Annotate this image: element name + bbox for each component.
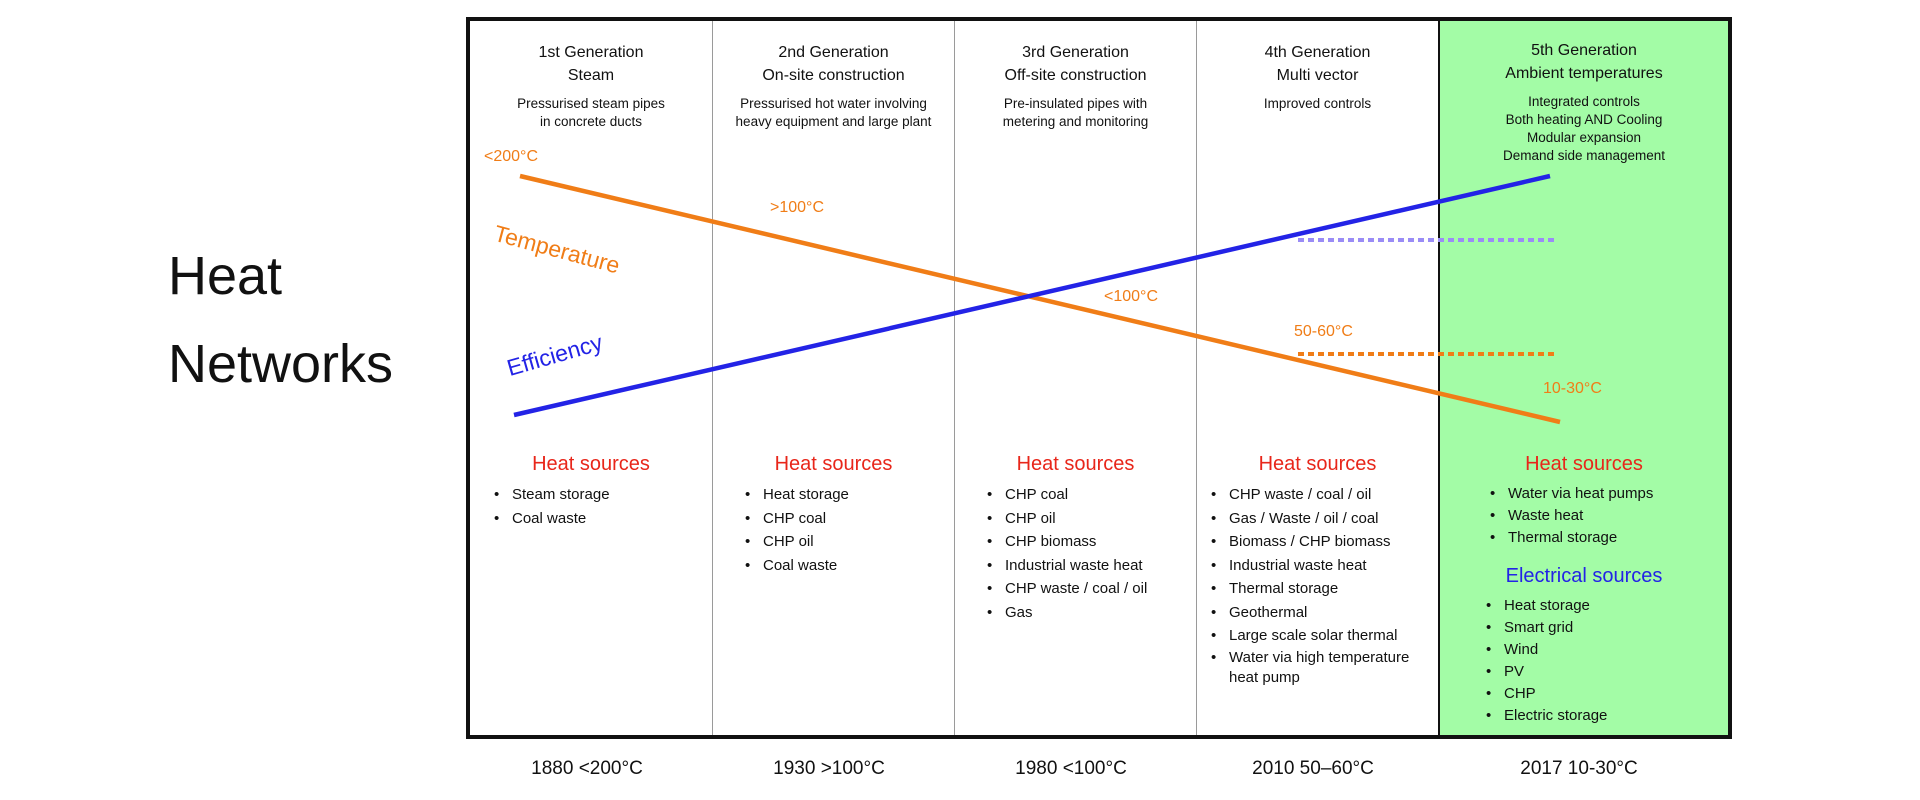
generation-header: 2nd Generation On-site construction Pres… (713, 41, 954, 131)
generation-column-3: 3rd Generation Off-site construction Pre… (954, 21, 1196, 735)
list-item: Coal waste (743, 554, 954, 578)
generation-subtitle: Off-site construction (1004, 67, 1147, 84)
list-item: Biomass / CHP biomass (1209, 530, 1438, 554)
heat-sources-heading: Heat sources (1258, 453, 1377, 475)
list-item: Smart grid (1484, 617, 1728, 639)
heat-sources-list: CHP waste / coal / oil Gas / Waste / oil… (1209, 483, 1438, 688)
temperature-label-3: <100°C (1104, 288, 1158, 305)
description-line: Integrated controls (1528, 94, 1640, 109)
temperature-label-2: >100°C (770, 199, 824, 216)
description-line: Improved controls (1263, 96, 1372, 111)
year-label: 2010 50–60°C (1252, 758, 1374, 779)
description-line: Pre-insulated pipes with (1003, 96, 1148, 111)
generation-subtitle: On-site construction (762, 67, 905, 84)
heat-sources-list: Heat storage CHP coal CHP oil Coal waste (743, 483, 954, 577)
list-item: Steam storage (492, 483, 712, 507)
generation-description: Pressurised hot water involving heavy eq… (713, 95, 954, 131)
list-item: CHP waste / coal / oil (985, 577, 1196, 601)
list-item: Waste heat (1488, 505, 1728, 527)
description-line: heavy equipment and large plant (735, 114, 932, 129)
year-label: 1930 >100°C (773, 758, 885, 779)
heat-sources-heading: Heat sources (774, 453, 893, 475)
list-item: Water via high temperature heat pump (1209, 648, 1429, 688)
temperature-label-5: 10-30°C (1543, 380, 1602, 397)
list-item: Thermal storage (1488, 527, 1728, 549)
generation-description: Pre-insulated pipes with metering and mo… (955, 95, 1196, 131)
list-item: Wind (1484, 639, 1728, 661)
generation-subtitle: Steam (567, 67, 615, 84)
heat-sources: Heat sources Steam storage Coal waste (470, 451, 712, 530)
description-line: in concrete ducts (539, 114, 643, 129)
title-line-2: Networks (168, 334, 394, 394)
year-label: 1980 <100°C (1015, 758, 1127, 779)
electrical-sources-list: Heat storage Smart grid Wind PV CHP Elec… (1484, 595, 1728, 727)
generation-column-2: 2nd Generation On-site construction Pres… (712, 21, 954, 735)
description-line: Modular expansion (1526, 130, 1642, 145)
list-item: Gas (985, 601, 1196, 625)
heat-sources-list: Steam storage Coal waste (492, 483, 712, 530)
page-title: Heat Networks (168, 232, 393, 408)
list-item: CHP oil (985, 507, 1196, 531)
generation-header: 3rd Generation Off-site construction Pre… (955, 41, 1196, 131)
generation-header: 4th Generation Multi vector Improved con… (1197, 41, 1438, 113)
heat-sources-list: CHP coal CHP oil CHP biomass Industrial … (985, 483, 1196, 624)
list-item: Heat storage (1484, 595, 1728, 617)
generation-description: Pressurised steam pipes in concrete duct… (470, 95, 712, 131)
heat-sources: Heat sources CHP waste / coal / oil Gas … (1197, 451, 1438, 688)
generations-diagram: 1st Generation Steam Pressurised steam p… (466, 17, 1732, 739)
list-item: CHP (1484, 683, 1728, 705)
list-item: Gas / Waste / oil / coal (1209, 507, 1438, 531)
description-line: Demand side management (1502, 148, 1666, 163)
heat-sources: Heat sources Heat storage CHP coal CHP o… (713, 451, 954, 577)
generation-subtitle: Ambient temperatures (1505, 65, 1663, 82)
description-line: metering and monitoring (1002, 114, 1149, 129)
generation-header: 5th Generation Ambient temperatures Inte… (1440, 39, 1728, 165)
list-item: Water via heat pumps (1488, 483, 1728, 505)
generation-subtitle: Multi vector (1276, 67, 1359, 84)
list-item: Thermal storage (1209, 577, 1438, 601)
list-item: CHP coal (985, 483, 1196, 507)
temperature-label-1: <200°C (484, 148, 538, 165)
year-labels: 1880 <200°C 1930 >100°C 1980 <100°C 2010… (466, 758, 1732, 788)
generation-title: 1st Generation (538, 44, 644, 61)
description-line: Pressurised hot water involving (740, 96, 927, 111)
list-item: Industrial waste heat (985, 554, 1196, 578)
list-item: Electric storage (1484, 705, 1728, 727)
generation-description: Improved controls (1197, 95, 1438, 113)
year-label: 2017 10-30°C (1520, 758, 1638, 779)
list-item: CHP oil (743, 530, 954, 554)
description-line: Pressurised steam pipes (517, 96, 665, 111)
temperature-label-4: 50-60°C (1294, 323, 1353, 340)
list-item: Heat storage (743, 483, 954, 507)
title-line-1: Heat (168, 246, 283, 306)
heat-sources: Heat sources CHP coal CHP oil CHP biomas… (955, 451, 1196, 624)
list-item: Geothermal (1209, 601, 1438, 625)
heat-sources: Heat sources Water via heat pumps Waste … (1440, 451, 1728, 727)
description-line: Both heating AND Cooling (1505, 112, 1663, 127)
generation-column-4: 4th Generation Multi vector Improved con… (1196, 21, 1438, 735)
list-item: CHP coal (743, 507, 954, 531)
generation-title: 2nd Generation (778, 44, 889, 61)
list-item: Coal waste (492, 507, 712, 531)
list-item: Industrial waste heat (1209, 554, 1438, 578)
generation-title: 3rd Generation (1022, 44, 1129, 61)
year-label: 1880 <200°C (531, 758, 643, 779)
list-item: CHP biomass (985, 530, 1196, 554)
generation-column-1: 1st Generation Steam Pressurised steam p… (470, 21, 712, 735)
heat-sources-heading: Heat sources (1016, 453, 1135, 475)
generation-title: 4th Generation (1264, 44, 1371, 61)
generation-header: 1st Generation Steam Pressurised steam p… (470, 41, 712, 131)
generation-title: 5th Generation (1531, 42, 1637, 59)
heat-sources-list: Water via heat pumps Waste heat Thermal … (1488, 483, 1728, 549)
list-item: CHP waste / coal / oil (1209, 483, 1438, 507)
electrical-sources-heading: Electrical sources (1505, 565, 1663, 587)
heat-sources-heading: Heat sources (1525, 453, 1643, 475)
list-item: PV (1484, 661, 1728, 683)
generation-column-5: 5th Generation Ambient temperatures Inte… (1438, 21, 1728, 735)
heat-sources-heading: Heat sources (532, 453, 650, 475)
generation-description: Integrated controls Both heating AND Coo… (1440, 93, 1728, 165)
list-item: Large scale solar thermal (1209, 624, 1438, 648)
